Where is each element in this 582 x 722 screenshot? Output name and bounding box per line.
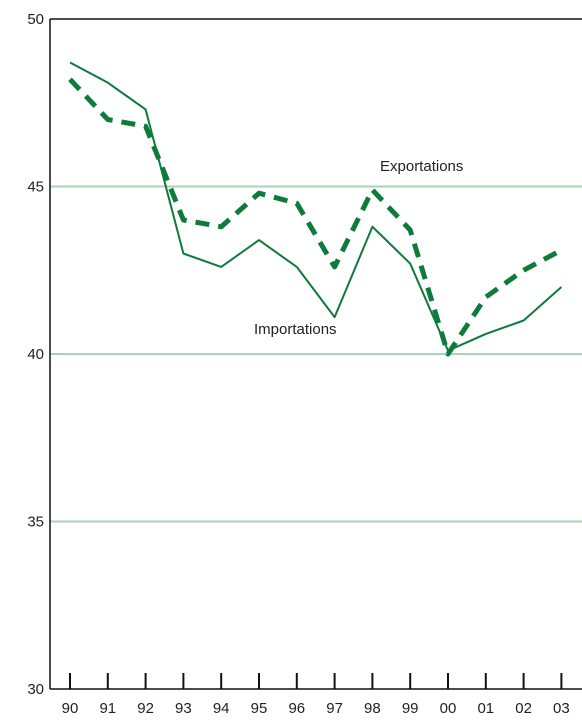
importations-label: Importations xyxy=(254,321,337,338)
importations-line xyxy=(69,61,563,352)
series-lines xyxy=(68,61,563,357)
x-tick-label: 03 xyxy=(553,700,570,717)
x-axis-ticks: 90 91 92 93 94 95 96 97 98 99 00 01 02 03 xyxy=(62,673,570,717)
exportations-line xyxy=(68,77,563,357)
y-tick-label: 45 xyxy=(27,179,44,196)
y-tick-label: 30 xyxy=(27,681,44,698)
exportations-label: Exportations xyxy=(380,158,463,175)
y-tick-label: 40 xyxy=(27,346,44,363)
x-tick-label: 96 xyxy=(288,700,305,717)
x-tick-label: 02 xyxy=(515,700,532,717)
x-tick-label: 92 xyxy=(137,700,154,717)
y-tick-label: 50 xyxy=(27,11,44,28)
x-tick-label: 00 xyxy=(440,700,457,717)
x-tick-label: 93 xyxy=(175,700,192,717)
axes xyxy=(49,18,582,690)
x-tick-label: 97 xyxy=(326,700,343,717)
x-tick-label: 99 xyxy=(402,700,419,717)
x-tick-label: 90 xyxy=(62,700,79,717)
y-axis-ticks: 30 35 40 45 50 xyxy=(27,11,44,698)
gridlines xyxy=(50,185,582,523)
x-tick-label: 91 xyxy=(99,700,116,717)
x-tick-label: 95 xyxy=(251,700,268,717)
y-tick-label: 35 xyxy=(27,514,44,531)
x-tick-label: 98 xyxy=(364,700,381,717)
x-tick-label: 94 xyxy=(213,700,230,717)
x-tick-label: 01 xyxy=(477,700,494,717)
